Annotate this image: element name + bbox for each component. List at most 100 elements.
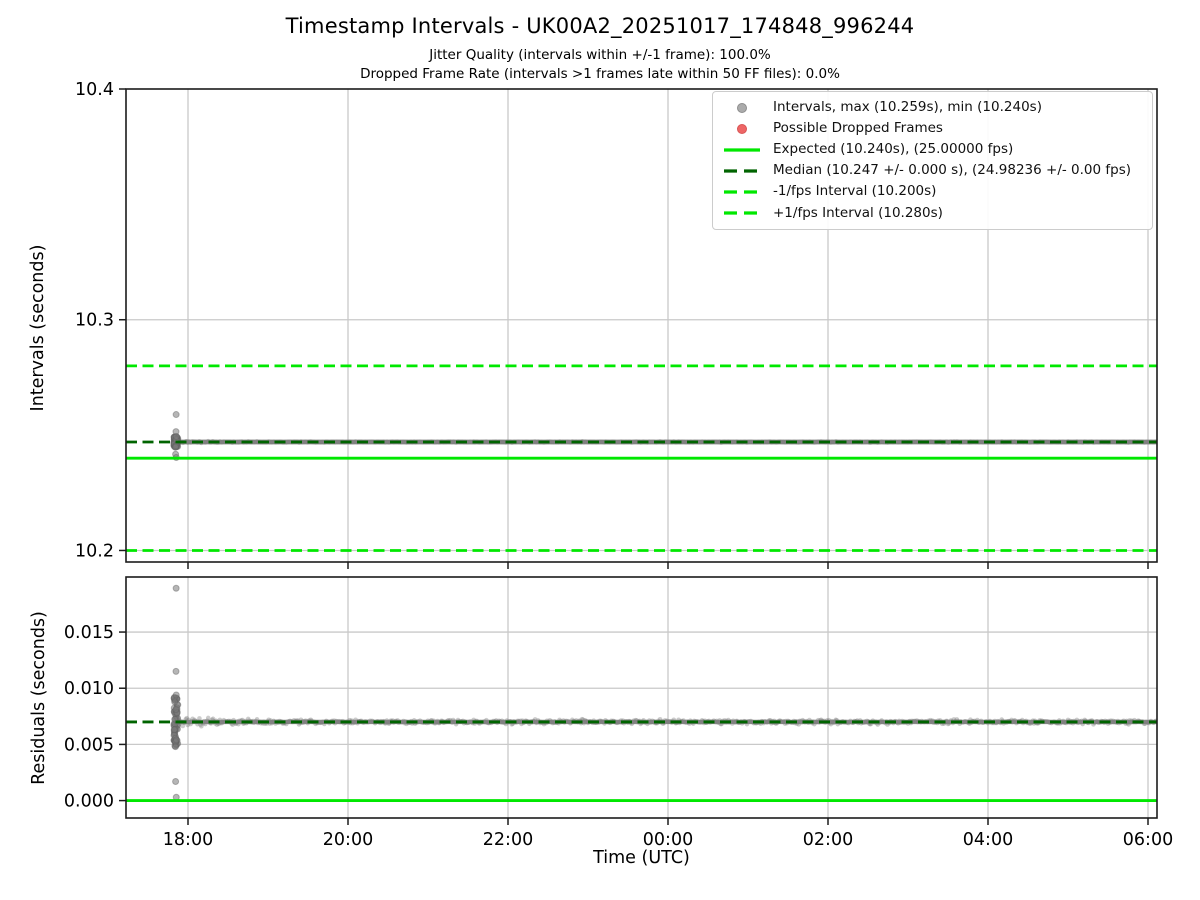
interval-point	[533, 439, 539, 445]
interval-point	[172, 736, 180, 744]
interval-point	[319, 439, 324, 445]
legend-entry-expected: Expected (10.240s), (25.00000 fps)	[723, 140, 1142, 160]
interval-point	[1029, 439, 1035, 445]
interval-point	[551, 439, 557, 445]
legend-line-swatch	[724, 148, 760, 152]
interval-point	[172, 667, 180, 675]
y-tick-label: 0.015	[64, 623, 114, 643]
interval-point	[681, 718, 686, 723]
interval-point	[568, 440, 573, 445]
interval-point	[1062, 439, 1068, 445]
interval-point	[797, 439, 802, 445]
interval-point	[198, 722, 203, 727]
interval-point	[912, 439, 918, 445]
y-tick-label: 10.2	[75, 541, 114, 561]
interval-point	[599, 718, 604, 724]
interval-point	[928, 439, 933, 444]
interval-point	[186, 717, 191, 723]
interval-point	[518, 439, 523, 445]
interval-point	[977, 719, 983, 724]
interval-point	[1096, 720, 1101, 726]
interval-point	[830, 719, 836, 725]
interval-point	[730, 721, 735, 726]
interval-point	[449, 439, 455, 445]
interval-point	[185, 722, 191, 728]
interval-point	[715, 439, 720, 445]
interval-point	[847, 439, 852, 445]
legend-entry-minus-1fps: -1/fps Interval (10.200s)	[723, 182, 1142, 202]
interval-point	[386, 440, 392, 445]
interval-point	[1028, 439, 1034, 445]
interval-point	[268, 439, 273, 445]
interval-point	[697, 439, 703, 445]
interval-point	[350, 439, 355, 445]
legend-entry-plus-1fps: +1/fps Interval (10.280s)	[723, 203, 1142, 223]
interval-point	[614, 720, 620, 726]
interval-point	[814, 719, 820, 725]
interval-point	[567, 439, 572, 445]
interval-point	[763, 719, 768, 724]
interval-point	[829, 718, 835, 724]
interval-point	[202, 721, 208, 727]
interval-point	[400, 439, 405, 445]
interval-point	[1110, 718, 1116, 724]
interval-point	[863, 720, 869, 725]
interval-point	[183, 717, 189, 722]
interval-point	[749, 439, 755, 445]
interval-point	[368, 719, 374, 724]
interval-point	[401, 718, 406, 724]
interval-point	[235, 719, 240, 724]
interval-point	[286, 439, 292, 445]
interval-point	[1143, 439, 1149, 445]
interval-point	[1094, 439, 1099, 445]
interval-point	[748, 439, 754, 445]
legend-label-dropped-frames: Possible Dropped Frames	[773, 119, 943, 136]
interval-point	[251, 439, 257, 445]
interval-point	[746, 719, 752, 724]
interval-point	[451, 439, 457, 445]
interval-point	[369, 718, 375, 724]
interval-point	[1012, 717, 1017, 723]
interval-point	[780, 439, 786, 445]
interval-point	[1144, 719, 1150, 725]
interval-point	[172, 691, 180, 699]
interval-point	[996, 719, 1002, 724]
interval-point	[1111, 439, 1117, 445]
interval-point	[549, 439, 555, 445]
interval-point	[1059, 719, 1065, 725]
interval-point	[384, 718, 390, 723]
interval-point	[747, 439, 753, 445]
median-line-icon	[723, 168, 761, 174]
legend-label-plus-1fps: +1/fps Interval (10.280s)	[773, 204, 943, 221]
interval-point	[715, 720, 720, 725]
interval-point	[1077, 439, 1083, 445]
interval-point	[221, 717, 227, 723]
interval-point	[533, 720, 539, 726]
interval-point	[301, 439, 307, 445]
interval-point	[285, 719, 291, 725]
interval-point	[366, 719, 372, 724]
y-tick-label: 0.000	[64, 792, 114, 812]
interval-point	[220, 439, 226, 445]
interval-point	[864, 439, 870, 445]
interval-point	[384, 439, 390, 445]
interval-point	[1027, 440, 1033, 445]
interval-point	[914, 718, 920, 723]
interval-point	[320, 439, 325, 445]
interval-point	[878, 439, 883, 445]
interval-point	[171, 698, 179, 706]
expected-line-icon	[723, 147, 761, 153]
interval-point	[180, 723, 186, 729]
axes-spines	[125, 576, 1158, 819]
interval-point	[897, 720, 903, 726]
interval-point	[666, 719, 672, 724]
axes-spines	[125, 88, 1158, 563]
interval-point	[210, 716, 216, 722]
legend-entry-median: Median (10.247 +/- 0.000 s), (24.98236 +…	[723, 161, 1142, 181]
interval-point	[433, 439, 438, 445]
interval-point	[716, 439, 721, 445]
interval-point	[336, 439, 342, 445]
interval-point	[550, 439, 556, 445]
interval-point	[368, 439, 374, 445]
interval-point	[335, 439, 341, 445]
